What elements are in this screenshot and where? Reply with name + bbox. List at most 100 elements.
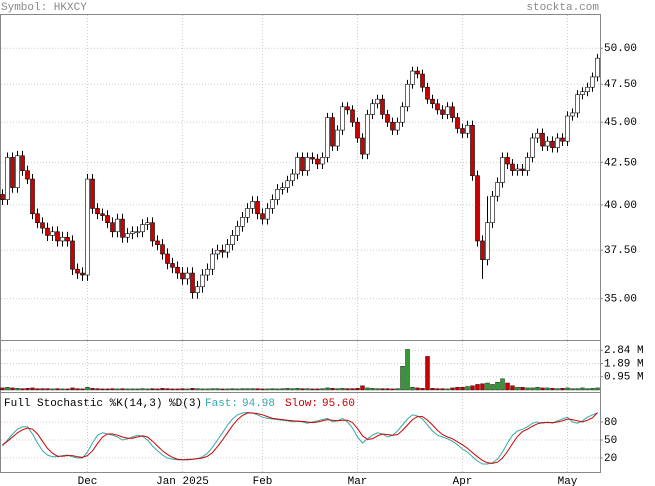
candle-body: [5, 157, 10, 200]
volume-bar: [230, 388, 235, 391]
volume-bar: [270, 388, 275, 391]
x-tick-label: Dec: [78, 476, 98, 486]
volume-bar: [210, 388, 215, 391]
volume-bar: [10, 387, 15, 391]
stochastic-panel: [0, 392, 601, 473]
candle-body: [510, 163, 515, 171]
volume-bar: [170, 388, 175, 391]
volume-bar: [460, 387, 465, 391]
candle-body: [180, 272, 185, 280]
volume-bar: [200, 388, 205, 391]
volume-bar: [40, 388, 45, 391]
candle-body: [145, 222, 150, 225]
volume-bar: [405, 349, 410, 391]
volume-bar: [130, 388, 135, 391]
volume-bar: [520, 387, 525, 391]
candle-body: [505, 157, 510, 165]
volume-bar: [455, 387, 460, 391]
candle-body: [65, 236, 70, 242]
volume-bar: [470, 385, 475, 391]
candle-body: [305, 157, 310, 171]
candle-body: [265, 208, 270, 220]
candle-body: [205, 268, 210, 276]
volume-bar: [190, 388, 195, 391]
volume-bar: [175, 388, 180, 391]
volume-bar: [570, 388, 575, 391]
volume-bar: [145, 388, 150, 391]
volume-bar: [280, 388, 285, 391]
volume-bar: [315, 388, 320, 391]
candle-body: [480, 240, 485, 260]
candle-body: [410, 70, 415, 85]
volume-bar: [125, 388, 130, 391]
volume-bar: [350, 388, 355, 391]
volume-bar: [25, 388, 30, 391]
candle-body: [30, 178, 35, 215]
candle-body: [310, 157, 315, 160]
volume-bar: [300, 388, 305, 391]
candle-body: [185, 272, 190, 280]
candle-body: [365, 114, 370, 155]
volume-bar: [375, 388, 380, 391]
candle-body: [200, 274, 205, 288]
volume-bar: [410, 387, 415, 391]
volume-bar: [370, 388, 375, 391]
x-tick-label: Feb: [253, 476, 273, 486]
y-tick-label: 47.50: [604, 79, 637, 91]
volume-bar: [490, 384, 495, 391]
candle-body: [585, 86, 590, 93]
candle-body: [335, 129, 340, 147]
volume-bar: [220, 388, 225, 391]
candle-body: [55, 231, 60, 242]
volume-bar: [100, 388, 105, 391]
volume-bar: [70, 387, 75, 391]
volume-bar: [55, 388, 60, 391]
candle-body: [120, 218, 125, 238]
y-tick-label: 50.00: [604, 43, 637, 55]
stochastic-line: [2, 411, 598, 465]
volume-bar: [155, 388, 160, 391]
candle-body: [535, 132, 540, 139]
volume-bar: [35, 388, 40, 391]
price-panel: [0, 14, 601, 341]
candle-body: [90, 178, 95, 209]
volume-bar: [395, 388, 400, 391]
volume-bar: [340, 388, 345, 391]
volume-bar: [45, 388, 50, 391]
source: stockta.com: [526, 2, 599, 14]
candle-body: [225, 244, 230, 253]
volume-bar: [445, 388, 450, 391]
candle-body: [400, 106, 405, 123]
candle-body: [420, 73, 425, 88]
volume-bar: [435, 388, 440, 391]
volume-bar: [320, 388, 325, 391]
volume-bar: [250, 388, 255, 391]
candle-body: [195, 286, 200, 293]
candle-body: [50, 231, 55, 236]
candle-body: [540, 132, 545, 147]
candle-body: [560, 137, 565, 142]
candle-body: [160, 244, 165, 255]
candle-body: [70, 240, 75, 270]
candle-body: [250, 201, 255, 209]
candle-body: [445, 106, 450, 115]
candle-body: [175, 267, 180, 274]
stochastic-title: Full Stochastic %K(14,3) %D(3): [4, 398, 202, 410]
candle-body: [230, 235, 235, 245]
volume-bar: [120, 388, 125, 391]
volume-bar: [545, 387, 550, 391]
volume-bar: [450, 387, 455, 391]
volume-bar: [60, 388, 65, 391]
candle-body: [440, 109, 445, 115]
volume-bar: [110, 388, 115, 391]
volume-bar: [75, 388, 80, 391]
volume-bar: [105, 388, 110, 391]
candle-body: [360, 137, 365, 155]
volume-bar: [275, 388, 280, 391]
volume-bar: [185, 388, 190, 391]
candle-body: [100, 213, 105, 216]
candle-body: [355, 121, 360, 139]
x-tick-label: Mar: [348, 476, 368, 486]
candle-body: [395, 121, 400, 131]
candle-body: [500, 157, 505, 183]
